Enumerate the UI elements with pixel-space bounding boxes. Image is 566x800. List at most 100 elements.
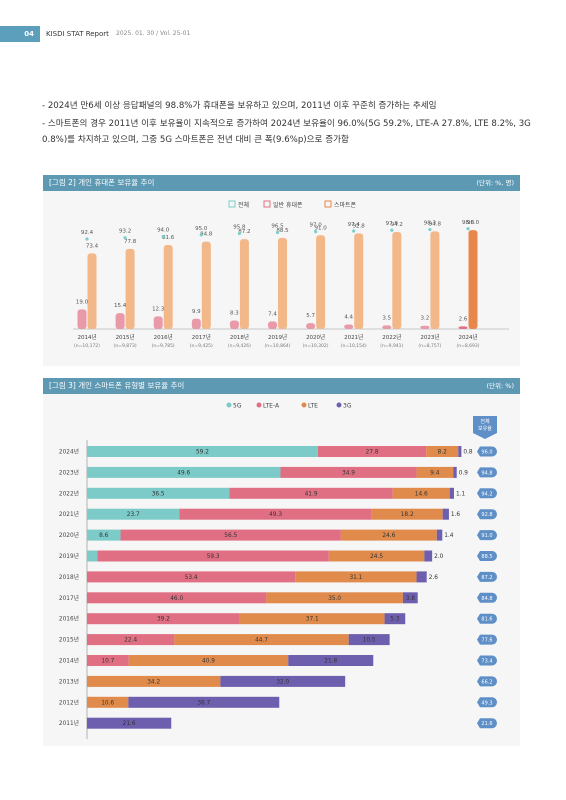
point-label-total: 97.9 bbox=[386, 221, 399, 227]
bar-segment-lte bbox=[426, 446, 459, 457]
bar-segment-lte-a bbox=[179, 508, 372, 520]
bar-segment-label: 21.8 bbox=[324, 659, 337, 665]
bar-smartphone bbox=[468, 230, 478, 329]
bar-basic-phone bbox=[344, 324, 354, 329]
bar-label-smartphone: 88.5 bbox=[276, 228, 289, 234]
bar-label-basic-phone: 3.2 bbox=[421, 316, 430, 322]
bar-smartphone bbox=[87, 253, 97, 329]
total-value-badge bbox=[477, 634, 497, 645]
bar-segment-5g bbox=[87, 446, 318, 457]
bar-segment-lte-a bbox=[87, 655, 129, 666]
point-label-total: 96.5 bbox=[271, 223, 284, 229]
total-value-badge bbox=[477, 655, 497, 666]
bar-segment-label: 24.6 bbox=[382, 533, 395, 539]
x-tick-label: 2016년 bbox=[154, 333, 173, 341]
point-label-total: 97.4 bbox=[348, 222, 361, 228]
bar-segment-label: 59.2 bbox=[196, 450, 209, 456]
bar-segment-label: 44.7 bbox=[255, 638, 268, 644]
x-tick-label: 2022년 bbox=[382, 333, 401, 341]
bar-label-basic-phone: 5.7 bbox=[306, 313, 315, 319]
bar-label-smartphone: 77.8 bbox=[124, 239, 137, 245]
total-value-label: 49.3 bbox=[481, 700, 492, 706]
y-tick-label: 2017년 bbox=[59, 594, 79, 602]
bar-segment-5g bbox=[87, 508, 180, 520]
point-total bbox=[390, 228, 394, 232]
x-tick-sublabel: (n=9,873) bbox=[114, 343, 137, 349]
report-volume: 2025. 01. 30 / Vol. 25-01 bbox=[116, 30, 191, 37]
legend-dot-0 bbox=[226, 402, 232, 408]
bar-smartphone bbox=[201, 241, 211, 329]
x-tick-label: 2017년 bbox=[192, 333, 211, 341]
legend-swatch-2 bbox=[324, 200, 332, 208]
bar-smartphone bbox=[316, 235, 326, 329]
bullet-1: - 2024년 만6세 이상 응답패널의 98.8%가 휴대폰을 보유하고 있으… bbox=[42, 101, 437, 111]
summary-bullets: - 2024년 만6세 이상 응답패널의 98.8%가 휴대폰을 보유하고 있으… bbox=[42, 98, 532, 150]
y-tick-label: 2016년 bbox=[59, 615, 79, 623]
x-tick-label: 2021년 bbox=[344, 333, 363, 341]
bar-segment-label: 41.9 bbox=[305, 491, 318, 497]
figure-2-title: [그림 2] 개인 휴대폰 보유율 추이 bbox=[49, 178, 155, 187]
figure-3: [그림 3] 개인 스마트폰 유형별 보유율 추이 (단위: %) 5G LTE-… bbox=[43, 378, 520, 746]
total-value-label: 96.0 bbox=[481, 450, 492, 456]
bar-segment-3g bbox=[458, 446, 462, 457]
x-tick-sublabel: (n=10,172) bbox=[74, 343, 100, 349]
x-tick-label: 2020년 bbox=[306, 333, 325, 341]
bar-segment-label: 10.7 bbox=[101, 659, 114, 665]
total-value-badge bbox=[477, 467, 497, 478]
bar-segment-3g bbox=[384, 613, 406, 625]
bar-segment-label: 9.4 bbox=[430, 470, 440, 476]
bar-basic-phone bbox=[420, 325, 430, 329]
legend-dot-3 bbox=[336, 402, 342, 408]
point-label-total: 92.4 bbox=[81, 230, 94, 236]
bar-segment-3g bbox=[87, 717, 172, 729]
bar-segment-label: 24.5 bbox=[370, 554, 383, 560]
bar-segment-lte bbox=[371, 508, 443, 520]
bar-label-basic-phone: 4.4 bbox=[344, 314, 353, 320]
page-number: 04 bbox=[0, 26, 40, 42]
bar-segment-5g bbox=[87, 529, 121, 541]
x-tick-label: 2024년 bbox=[458, 333, 477, 341]
bar-segment-label: 2.6 bbox=[429, 575, 439, 581]
bar-segment-3g bbox=[436, 529, 443, 541]
x-tick-label: 2015년 bbox=[116, 333, 135, 341]
bar-segment-label: 22.4 bbox=[124, 638, 137, 644]
bar-label-smartphone: 94.8 bbox=[429, 221, 442, 227]
point-total bbox=[352, 229, 356, 233]
bar-label-basic-phone: 2.6 bbox=[459, 316, 468, 322]
bar-basic-phone bbox=[77, 309, 87, 329]
bar-segment-5g bbox=[87, 487, 230, 499]
bar-segment-3g bbox=[220, 675, 346, 687]
bar-label-basic-phone: 3.5 bbox=[382, 315, 391, 321]
bar-label-smartphone: 91.0 bbox=[314, 225, 327, 231]
bar-segment-3g bbox=[449, 487, 454, 499]
total-value-badge bbox=[477, 571, 497, 582]
bar-smartphone bbox=[125, 248, 135, 329]
bar-segment-label: 27.8 bbox=[366, 450, 379, 456]
bar-segment-label: 56.5 bbox=[224, 533, 237, 539]
total-value-badge bbox=[477, 613, 497, 624]
bar-segment-label: 34.2 bbox=[147, 679, 160, 685]
total-header-badge bbox=[473, 416, 497, 439]
total-value-label: 87.2 bbox=[481, 575, 492, 581]
bar-segment-lte bbox=[87, 696, 129, 708]
x-tick-sublabel: (n=9,425) bbox=[190, 343, 213, 349]
bar-segment-lte-a bbox=[317, 446, 427, 457]
total-value-label: 21.6 bbox=[481, 721, 492, 727]
bar-basic-phone bbox=[191, 318, 201, 329]
bar-segment-lte-a bbox=[120, 529, 341, 541]
bar-segment-lte-a bbox=[87, 613, 240, 625]
bar-segment-label: 8.6 bbox=[99, 533, 109, 539]
y-tick-label: 2019년 bbox=[59, 552, 79, 560]
bar-basic-phone bbox=[458, 326, 468, 329]
total-value-badge bbox=[477, 592, 497, 603]
point-label-total: 98.3 bbox=[424, 221, 437, 227]
bar-segment-lte-a bbox=[87, 634, 175, 646]
legend-dot-2 bbox=[301, 402, 307, 408]
legend-label-0: 5G bbox=[233, 403, 242, 410]
y-tick-label: 2015년 bbox=[59, 636, 79, 644]
x-tick-label: 2018년 bbox=[230, 333, 249, 341]
bar-label-smartphone: 87.2 bbox=[238, 229, 250, 235]
bar-smartphone bbox=[354, 233, 364, 329]
bar-segment-lte-a bbox=[280, 466, 417, 478]
